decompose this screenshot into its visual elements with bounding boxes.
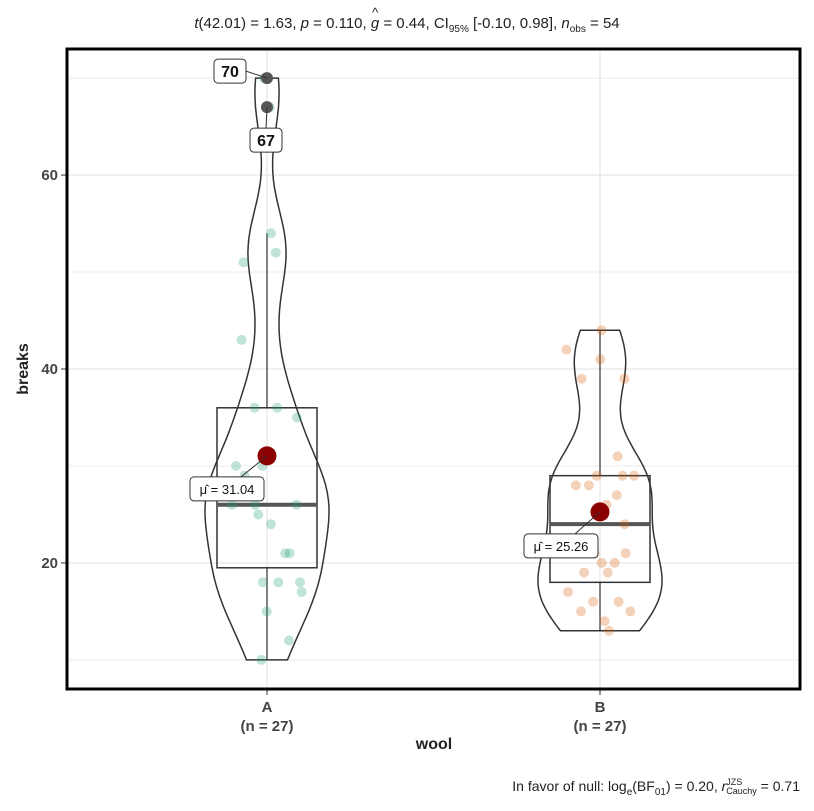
outlier-label: 70 [221, 64, 239, 81]
data-point-B [609, 557, 620, 568]
data-point-A [270, 247, 281, 258]
outlier-leader [245, 70, 268, 79]
data-point-B [570, 480, 581, 491]
data-point-B [617, 470, 628, 481]
data-point-B [619, 519, 630, 530]
outlier-label-box [213, 58, 247, 84]
x-count-label: (n = 27) [241, 718, 294, 735]
mean-label: μ̂ = 25.26 [534, 539, 589, 554]
data-point-B [602, 567, 613, 578]
x-tick-label: B [595, 699, 606, 716]
data-point-B [625, 606, 636, 617]
data-point-B [583, 480, 594, 491]
data-point-B [613, 596, 624, 607]
mean-leader [574, 511, 601, 535]
data-point-A [295, 577, 305, 588]
data-point-B [596, 557, 607, 568]
data-point-A [231, 461, 241, 471]
data-point-A [253, 509, 264, 520]
mean-leader [240, 455, 268, 478]
data-point-B [611, 490, 622, 501]
data-point-B [588, 596, 599, 607]
data-point-A [250, 499, 260, 510]
data-point-A [238, 257, 249, 268]
y-tick-label: 40 [41, 361, 58, 378]
data-point-A [284, 635, 295, 646]
data-point-B [579, 567, 590, 578]
data-point-B [620, 548, 631, 559]
violin-A [204, 77, 330, 661]
x-axis-label: wool [415, 736, 453, 753]
data-point-A [227, 499, 237, 510]
data-point-B [596, 325, 607, 336]
data-point-B [612, 451, 623, 462]
data-point-B [576, 373, 587, 384]
data-point-A [296, 587, 307, 597]
data-point-A [261, 606, 272, 617]
data-point-A [273, 577, 284, 588]
data-point-B [629, 470, 640, 481]
outlier-label: 67 [257, 133, 275, 150]
mean-label: μ̂ = 31.04 [200, 482, 255, 497]
data-point-A [291, 412, 302, 423]
data-point-B [619, 373, 630, 384]
chart-caption: In favor of null: loge(BF01) = 0.20, r JZ… [512, 777, 800, 798]
data-point-A [272, 402, 283, 413]
box-B [549, 474, 651, 584]
x-tick-label: A [262, 699, 273, 716]
x-count-label: (n = 27) [574, 718, 627, 735]
chart-subtitle: t(42.01) = 1.63, p = 0.110, g = 0.44, CI… [0, 5, 814, 35]
data-point-B [561, 344, 572, 355]
outlier-label-box [249, 127, 283, 153]
data-point-A [256, 654, 267, 665]
mean-label-box [523, 533, 599, 559]
data-point-A [236, 334, 247, 345]
data-point-A [265, 519, 276, 530]
violin-B [537, 329, 663, 632]
data-point-A [257, 577, 268, 588]
data-point-B [599, 616, 610, 627]
y-tick-label: 60 [41, 167, 58, 184]
data-point-B [604, 625, 614, 636]
outlier-leader [265, 107, 268, 129]
data-point-B [576, 606, 586, 617]
data-point-A [291, 499, 302, 510]
y-tick-label: 20 [41, 555, 58, 572]
y-axis-label: breaks [15, 343, 32, 395]
panel-border [65, 47, 802, 691]
data-point-A [266, 228, 277, 239]
data-point-B [591, 470, 602, 481]
data-point-B [595, 354, 606, 365]
data-point-A [249, 402, 260, 413]
mean-label-box [189, 476, 265, 502]
data-point-A [280, 548, 291, 559]
data-point-B [563, 587, 573, 597]
data-point-A [284, 548, 295, 559]
